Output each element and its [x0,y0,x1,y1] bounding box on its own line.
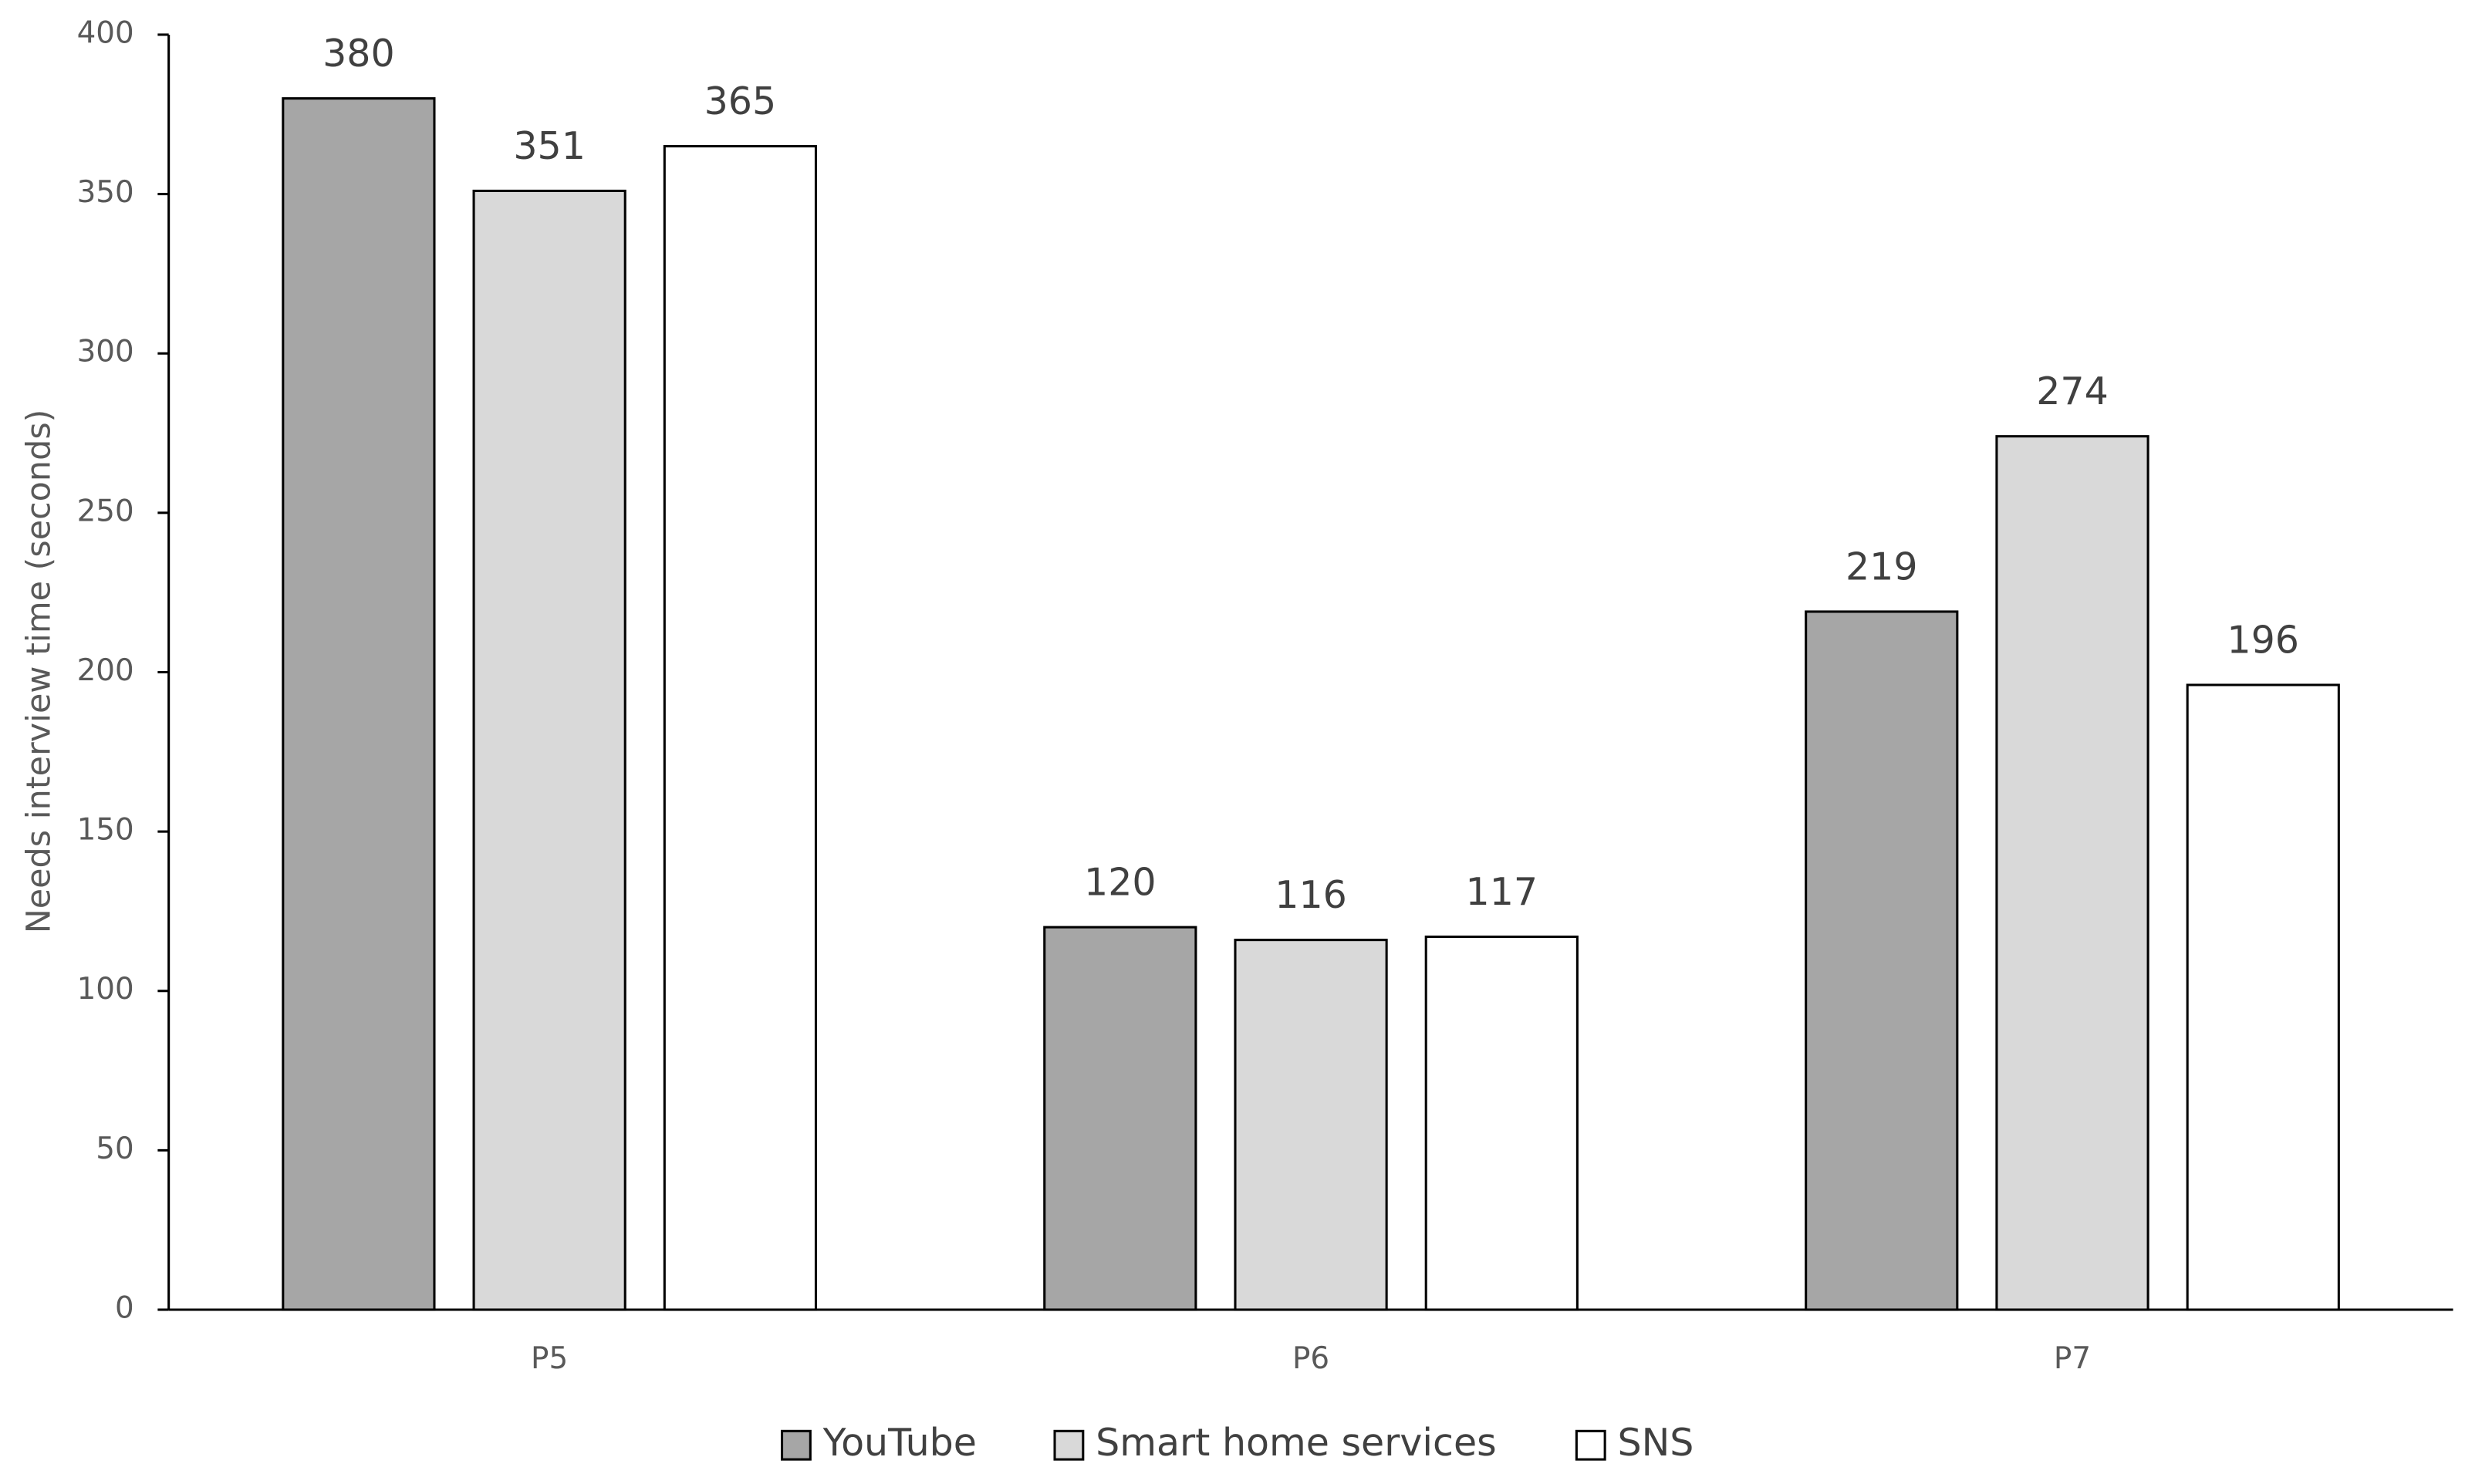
y-tick-label: 150 [77,813,134,848]
value-label: 117 [1466,869,1538,914]
bar [282,97,436,1311]
y-tick-label: 300 [77,335,134,369]
legend-label: SNS [1617,1420,1694,1465]
legend-swatch [780,1429,812,1461]
bar [1805,610,1959,1311]
legend-swatch [1575,1429,1606,1461]
y-tick-label: 250 [77,494,134,528]
y-tick-label: 400 [77,15,134,50]
value-label: 365 [704,79,777,123]
bar [472,189,626,1311]
bar [1424,935,1579,1311]
y-tick-label: 200 [77,653,134,688]
x-tick-label: P6 [1292,1341,1329,1376]
value-label: 116 [1275,872,1347,917]
value-label: 219 [1846,544,1918,589]
y-tick-label: 100 [77,972,134,1007]
value-label: 274 [2036,369,2109,413]
value-label: 351 [513,123,586,168]
legend-swatch [1053,1429,1085,1461]
y-tick-label: 0 [115,1291,134,1326]
bar [1234,939,1388,1311]
bar [1043,926,1197,1311]
y-axis-label: Needs interview time (seconds) [20,410,59,934]
legend-label: YouTube [822,1420,977,1465]
y-tick-label: 50 [96,1132,133,1166]
legend-label: Smart home services [1096,1420,1497,1465]
y-tick-label: 350 [77,175,134,210]
value-label: 196 [2227,617,2299,662]
bar [1995,435,2149,1311]
bar [2186,683,2340,1311]
value-label: 120 [1084,859,1157,904]
bar [663,145,817,1311]
value-label: 380 [323,31,395,76]
x-tick-label: P7 [2054,1341,2091,1376]
x-tick-label: P5 [531,1341,568,1376]
